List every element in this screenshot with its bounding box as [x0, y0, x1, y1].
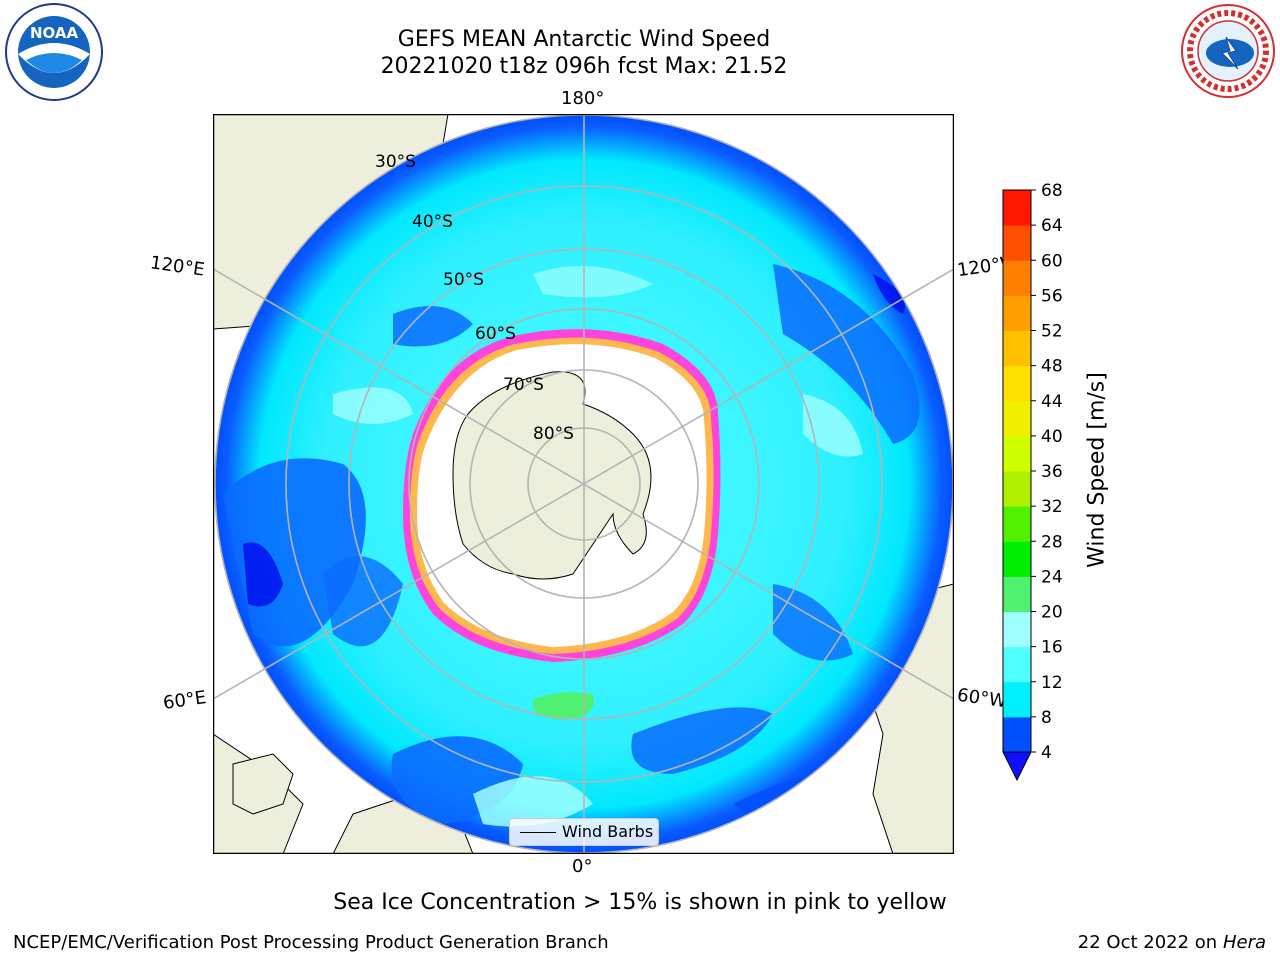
colorbar-tick-label: 52 [1041, 322, 1063, 342]
colorbar-segment [1003, 260, 1031, 296]
legend-label: Wind Barbs [562, 822, 654, 841]
lat-label-40s: 40°S [412, 212, 453, 232]
footer-date-text: 22 Oct 2022 on [1077, 932, 1218, 953]
noaa-logo: NOAA [4, 2, 104, 102]
colorbar-segment [1003, 471, 1031, 507]
colorbar-tick-label: 24 [1041, 567, 1063, 587]
colorbar-tick-label: 28 [1041, 532, 1063, 552]
colorbar-segment [1003, 716, 1031, 753]
colorbar-segment [1003, 295, 1031, 331]
colorbar-segment [1003, 400, 1031, 437]
colorbar-tick-label: 40 [1041, 427, 1063, 447]
colorbar-tick-label: 64 [1041, 216, 1063, 236]
colorbar-segment [1003, 190, 1031, 226]
lon-label-120e: 120°E [148, 252, 206, 281]
colorbar-segment [1003, 225, 1031, 261]
colorbar-tick-label: 16 [1041, 638, 1063, 658]
colorbar-segment [1003, 365, 1031, 402]
colorbar-segment [1003, 330, 1031, 367]
lat-label-80s: 80°S [533, 424, 574, 444]
land-madagascar [232, 753, 294, 815]
colorbar-tick-label: 32 [1041, 497, 1063, 517]
footer-date: 22 Oct 2022 on Hera [1078, 932, 1266, 953]
colorbar-tick-label: 12 [1041, 673, 1063, 693]
lon-label-0: 0° [572, 856, 593, 877]
colorbar-extend-arrow [1002, 751, 1032, 782]
colorbar-tick-label: 68 [1041, 182, 1063, 201]
noaa-logo-text: NOAA [30, 24, 79, 42]
colorbar-segment [1003, 646, 1031, 683]
colorbar-label: Wind Speed [m/s] [1084, 372, 1110, 568]
colorbar-segment [1003, 611, 1031, 648]
map-panel [213, 114, 954, 854]
colorbar-tick-label: 48 [1041, 357, 1063, 377]
chart-title: GEFS MEAN Antarctic Wind Speed [397, 27, 771, 52]
colorbar-tick-label: 8 [1041, 708, 1052, 728]
map-legend: Wind Barbs [509, 818, 659, 846]
lat-label-50s: 50°S [443, 270, 484, 290]
lon-label-180: 180° [561, 88, 605, 109]
colorbar-tick-label: 20 [1041, 603, 1063, 623]
colorbar-tick-label: 36 [1041, 462, 1063, 482]
colorbar-tick-label: 44 [1041, 392, 1063, 412]
lat-label-30s: 30°S [375, 152, 416, 172]
colorbar: 4 8 12 16 20 24 28 32 36 40 44 48 52 56 60 64 68 [995, 181, 1115, 792]
colorbar-segment [1003, 541, 1031, 577]
lon-label-60e: 60°E [161, 687, 208, 714]
lat-label-60s: 60°S [475, 324, 516, 344]
footer-credit: NCEP/EMC/Verification Post Processing Pr… [13, 932, 609, 953]
footer-machine: Hera [1222, 932, 1266, 953]
colorbar-segment [1003, 576, 1031, 612]
nws-logo [1180, 3, 1276, 99]
colorbar-segment [1003, 435, 1031, 472]
colorbar-tick-label: 4 [1041, 743, 1052, 763]
chart-subtitle: 20221020 t18z 096h fcst Max: 21.52 [380, 54, 788, 79]
wind-barb-legend-line [520, 832, 556, 833]
caption: Sea Ice Concentration > 15% is shown in … [333, 890, 947, 915]
colorbar-tick-label: 60 [1041, 251, 1063, 271]
lat-label-70s: 70°S [503, 375, 544, 395]
colorbar-segment [1003, 681, 1031, 718]
colorbar-segment [1003, 506, 1031, 542]
colorbar-tick-label: 56 [1041, 286, 1063, 306]
